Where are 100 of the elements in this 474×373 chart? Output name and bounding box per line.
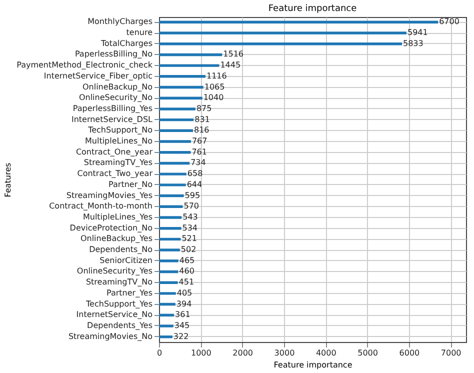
y-axis-title: Features	[4, 162, 13, 198]
x-tick-label: 6000	[399, 348, 420, 358]
y-tick-label: Contract_Two_year	[77, 169, 154, 178]
data-label: 658	[187, 169, 203, 178]
y-tick-label: TotalCharges	[100, 38, 152, 48]
data-label: 1445	[220, 60, 241, 70]
data-label: 875	[196, 104, 212, 113]
y-tick-label: OnlineSecurity_No	[78, 93, 153, 102]
bar	[159, 151, 191, 154]
y-tick-label: MultipleLines_Yes	[82, 212, 152, 222]
data-label: 595	[184, 190, 200, 200]
y-tick-label: InternetService_Fiber_optic	[44, 71, 152, 80]
bar	[159, 108, 196, 110]
x-tick-label: 1000	[190, 348, 212, 358]
data-label: 394	[176, 299, 192, 308]
data-label: 644	[186, 180, 202, 189]
data-label: 1065	[204, 82, 225, 92]
bar	[159, 260, 178, 262]
bar	[159, 75, 206, 78]
data-label: 5833	[402, 38, 424, 48]
data-label: 5941	[407, 28, 428, 38]
y-tick-label: InternetService_No	[76, 310, 153, 320]
bar	[159, 335, 172, 338]
data-label: 767	[192, 136, 208, 146]
x-tick-label: 2000	[232, 348, 253, 358]
bar	[159, 20, 438, 24]
bar	[159, 172, 186, 176]
data-label: 734	[190, 158, 206, 168]
bar	[159, 42, 402, 46]
y-tick-label: tenure	[126, 28, 153, 38]
data-label: 322	[173, 332, 189, 341]
data-label: 1516	[223, 50, 244, 59]
y-tick-label: PaymentMethod_Electronic_check	[16, 60, 153, 70]
bar	[159, 248, 180, 252]
x-tick-label: 5000	[358, 348, 378, 358]
bar	[159, 270, 178, 274]
x-tick-label: 0	[156, 348, 162, 358]
x-axis-title: Feature importance	[274, 360, 352, 370]
bar	[159, 281, 178, 284]
data-label: 521	[182, 234, 197, 244]
y-tick-label: Dependents_No	[89, 245, 153, 254]
bar	[159, 140, 191, 143]
y-tick-label: PaperlessBilling_No	[74, 50, 153, 59]
data-label: 1040	[203, 93, 224, 102]
data-label: 1116	[206, 71, 227, 80]
y-tick-label: InternetService_DSL	[71, 114, 154, 124]
bar	[159, 314, 174, 316]
y-tick-label: MonthlyCharges	[88, 17, 152, 26]
bar	[159, 64, 220, 67]
y-tick-label: OnlineSecurity_Yes	[76, 266, 152, 276]
x-tick-label: 4000	[316, 348, 336, 358]
bar	[159, 205, 183, 208]
data-label: 534	[182, 223, 198, 232]
y-tick-label: Dependents_Yes	[87, 320, 152, 330]
bar	[159, 194, 184, 198]
data-label: 460	[179, 266, 194, 276]
data-label: 761	[192, 147, 207, 156]
bar	[159, 238, 181, 241]
y-tick-label: StreamingTV_No	[86, 278, 153, 287]
data-label: 465	[179, 256, 195, 265]
bar	[159, 162, 190, 165]
y-tick-label: Contract_One_year	[76, 147, 154, 156]
data-label: 405	[176, 288, 192, 298]
x-tick-label: 3000	[274, 348, 295, 358]
y-tick-label: TechSupport_Yes	[85, 299, 152, 308]
y-tick-label: OnlineBackup_Yes	[80, 234, 152, 244]
data-label: 6700	[439, 17, 460, 26]
data-label: 345	[174, 320, 190, 330]
bar	[159, 53, 222, 56]
data-label: 570	[184, 202, 200, 211]
bar	[159, 118, 194, 122]
bar	[159, 216, 182, 219]
bar	[159, 226, 182, 230]
data-label: 543	[182, 212, 198, 222]
y-tick-label: DeviceProtection_No	[70, 223, 153, 232]
chart-title: Feature importance	[268, 4, 358, 14]
bar	[159, 324, 174, 328]
data-label: 361	[175, 310, 190, 320]
y-tick-label: StreamingMovies_No	[68, 332, 153, 341]
bar	[159, 302, 176, 306]
bar	[159, 86, 204, 89]
y-tick-label: OnlineBackup_No	[82, 82, 153, 92]
y-tick-label: SeniorCitizen	[100, 256, 152, 265]
y-tick-label: MultipleLines_No	[85, 136, 153, 146]
x-tick-label: 7000	[440, 348, 462, 358]
bar	[159, 96, 202, 100]
y-tick-label: StreamingMovies_Yes	[66, 190, 152, 200]
bar	[159, 129, 193, 132]
bar	[159, 292, 176, 295]
bar	[159, 184, 186, 186]
data-label: 816	[194, 126, 210, 135]
data-label: 831	[194, 114, 210, 124]
bar	[159, 32, 406, 34]
y-tick-label: Contract_Month-to-month	[49, 202, 152, 211]
y-tick-label: StreamingTV_Yes	[84, 158, 152, 168]
data-label: 502	[180, 245, 196, 254]
y-tick-label: Partner_Yes	[106, 288, 152, 298]
data-label: 451	[178, 278, 194, 287]
y-tick-label: TechSupport_No	[87, 126, 153, 135]
y-tick-label: PaperlessBilling_Yes	[72, 104, 152, 113]
